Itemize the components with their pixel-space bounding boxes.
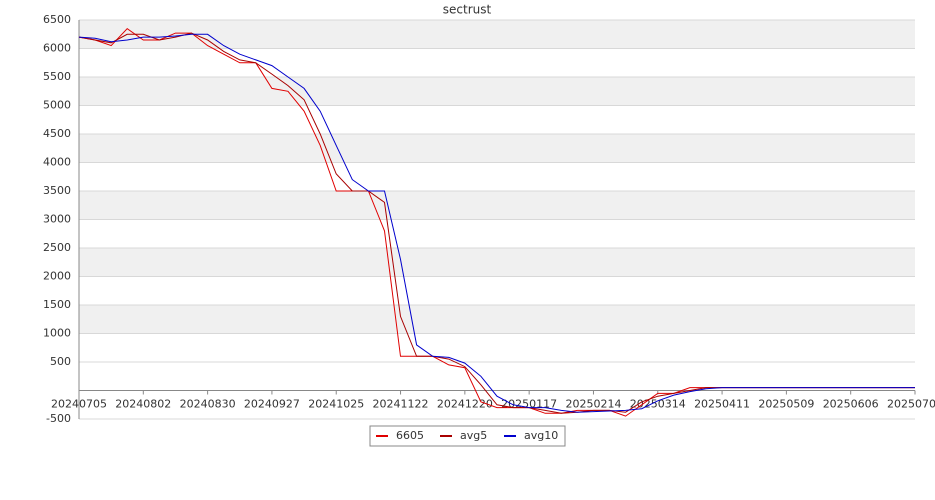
legend-box: [369, 425, 566, 447]
x-tick-label: 20250214: [565, 398, 621, 411]
x-tick-label: 20241220: [437, 398, 493, 411]
legend-label: 6605: [396, 429, 424, 442]
y-tick-label: 1000: [43, 327, 71, 340]
y-tick-label: 4500: [43, 127, 71, 140]
y-tick-label: 5500: [43, 70, 71, 83]
y-tick-label: 2000: [43, 270, 71, 283]
x-tick-label: 20240802: [115, 398, 171, 411]
y-tick-label: 4000: [43, 156, 71, 169]
x-tick-label: 20240927: [244, 398, 300, 411]
x-tick-label: 20250606: [823, 398, 879, 411]
legend-label: avg10: [524, 429, 558, 442]
y-tick-label: 3500: [43, 184, 71, 197]
legend-label: avg5: [460, 429, 487, 442]
x-tick-label: 20250509: [758, 398, 814, 411]
y-tick-label: -500: [46, 412, 71, 425]
grid-band: [79, 305, 915, 334]
x-tick-label: 20250704: [887, 398, 935, 411]
y-tick-label: 3000: [43, 213, 71, 226]
legend: 6605 avg5 avg10: [369, 425, 566, 447]
series-line: [78, 33, 915, 413]
x-tick-label: 20241122: [373, 398, 429, 411]
grid-band: [79, 134, 915, 163]
y-tick-label: 1500: [43, 298, 71, 311]
y-tick-label: 500: [50, 355, 71, 368]
grid-band: [79, 77, 915, 106]
y-tick-label: 2500: [43, 241, 71, 254]
x-tick-label: 20240705: [51, 398, 107, 411]
grid-band: [79, 248, 915, 277]
chart-title: sectrust: [443, 3, 492, 17]
grid-band: [79, 191, 915, 220]
x-tick-label: 20241025: [308, 398, 364, 411]
y-tick-label: 5000: [43, 99, 71, 112]
y-tick-label: 6500: [43, 13, 71, 26]
x-tick-label: 20250411: [694, 398, 750, 411]
grid-band: [79, 20, 915, 49]
x-tick-label: 20240830: [180, 398, 236, 411]
y-tick-label: 6000: [43, 42, 71, 55]
